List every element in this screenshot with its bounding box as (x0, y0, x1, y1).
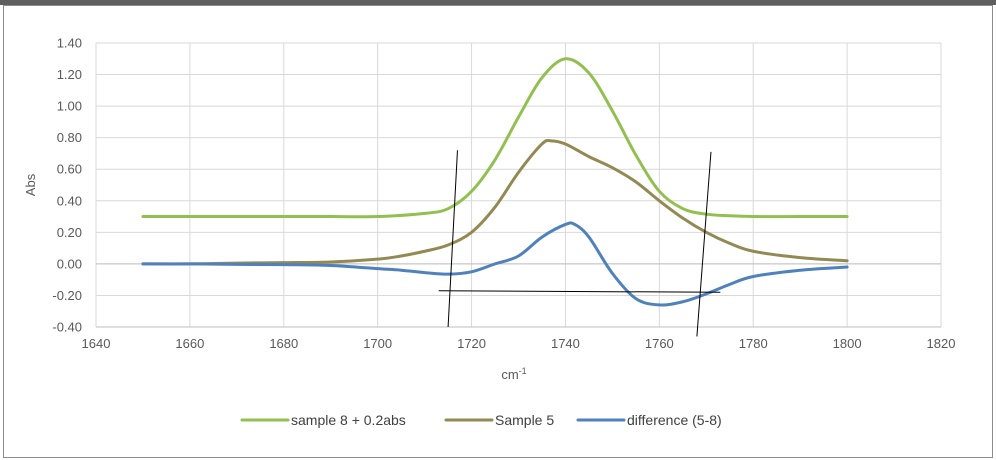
annotation-line-3 (438, 290, 721, 293)
y-axis-title: Abs (23, 173, 38, 196)
series-lines (141, 57, 849, 307)
y-tick-label: 1.00 (57, 99, 82, 114)
series-line-3 (141, 221, 849, 307)
y-tick-label: 0.40 (57, 193, 82, 208)
annotation-line-1 (447, 150, 458, 328)
y-tick-label: 0.20 (57, 225, 82, 240)
legend-label-2: Sample 5 (495, 412, 554, 428)
annotation-lines (438, 150, 721, 337)
x-axis-title-superscript: -1 (519, 366, 527, 376)
x-tick-label: 1720 (457, 336, 486, 351)
y-axis-ticks: -0.40 -0.20 0.00 0.20 0.40 0.60 0.80 1.00 1.20 1.… (52, 36, 82, 335)
annotation-line-2 (696, 151, 712, 337)
legend-label-3: difference (5-8) (627, 412, 722, 428)
x-tick-label: 1780 (739, 336, 768, 351)
y-tick-label: 0.00 (57, 256, 82, 271)
x-tick-label: 1700 (363, 336, 392, 351)
series-line-1 (141, 57, 849, 219)
x-tick-label: 1800 (833, 336, 862, 351)
y-tick-label: 1.40 (57, 36, 82, 51)
window-top-bar (0, 0, 996, 5)
x-tick-label: 1740 (551, 336, 580, 351)
x-axis-title-unit: cm (501, 367, 518, 382)
legend: sample 8 + 0.2abs Sample 5 difference (5-8… (240, 412, 722, 428)
x-tick-label: 1760 (645, 336, 674, 351)
series-line-2 (141, 138, 849, 266)
legend-label-1: sample 8 + 0.2abs (291, 412, 406, 428)
y-tick-label: 0.80 (57, 130, 82, 145)
y-tick-label: 1.20 (57, 67, 82, 82)
x-tick-label: 1820 (927, 336, 956, 351)
chart-area: 1640 1660 1680 1700 1720 1740 1760 1780 1800 1820… (3, 5, 993, 458)
y-tick-label: -0.20 (52, 288, 82, 303)
x-tick-label: 1640 (82, 336, 111, 351)
x-tick-label: 1660 (175, 336, 204, 351)
y-tick-label: -0.40 (52, 320, 82, 335)
x-axis-ticks: 1640 1660 1680 1700 1720 1740 1760 1780 1800 1820 (82, 336, 956, 351)
line-chart: 1640 1660 1680 1700 1720 1740 1760 1780 1800 1820… (23, 36, 956, 429)
grid (95, 42, 942, 328)
y-tick-label: 0.60 (57, 162, 82, 177)
x-axis-title: cm-1 (501, 366, 526, 382)
x-tick-label: 1680 (269, 336, 298, 351)
